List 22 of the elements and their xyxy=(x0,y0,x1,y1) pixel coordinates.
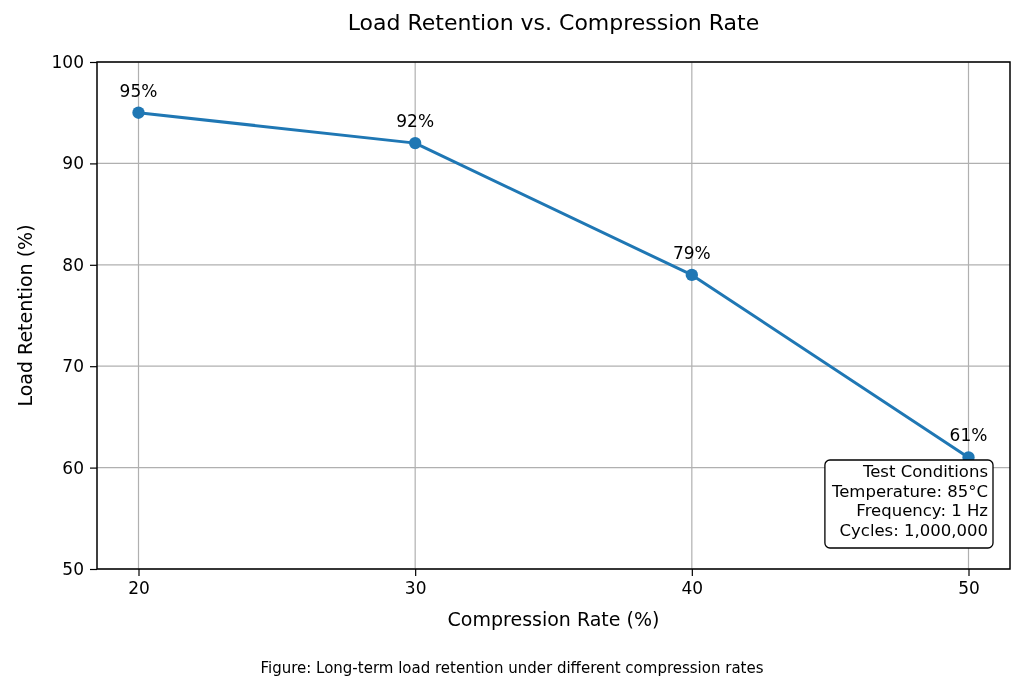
point xyxy=(132,106,145,119)
annotation: Test Conditions Temperature: 85°C Frequency: 1 Hz Cycles: 1,000,000 xyxy=(830,462,988,540)
data-label: 61% xyxy=(949,425,988,446)
x-tick-label: 40 xyxy=(681,578,704,599)
data-label: 95% xyxy=(119,80,158,101)
x-tick-label: 30 xyxy=(404,578,427,599)
y-tick-label: 70 xyxy=(62,356,84,377)
y-tick-label: 60 xyxy=(62,457,84,478)
y-tick-label: 50 xyxy=(62,558,84,579)
data-label: 92% xyxy=(396,111,435,132)
chart-title: Load Retention vs. Compression Rate xyxy=(347,10,760,35)
point xyxy=(408,136,422,150)
x-tick-label: 50 xyxy=(958,578,980,599)
y-tick-label: 90 xyxy=(62,153,84,174)
y-tick-label: 100 xyxy=(51,51,84,72)
text: Figure: Long-term load retention under different compression rates xyxy=(260,659,764,677)
y-axis-title: Load Retention (%) xyxy=(14,224,36,407)
x-tick-label: 20 xyxy=(128,578,150,599)
x-axis-title: Compression Rate (%) xyxy=(447,608,660,630)
point xyxy=(685,268,699,282)
y-tick-label: 80 xyxy=(62,254,84,275)
data-label: 79% xyxy=(672,242,711,263)
